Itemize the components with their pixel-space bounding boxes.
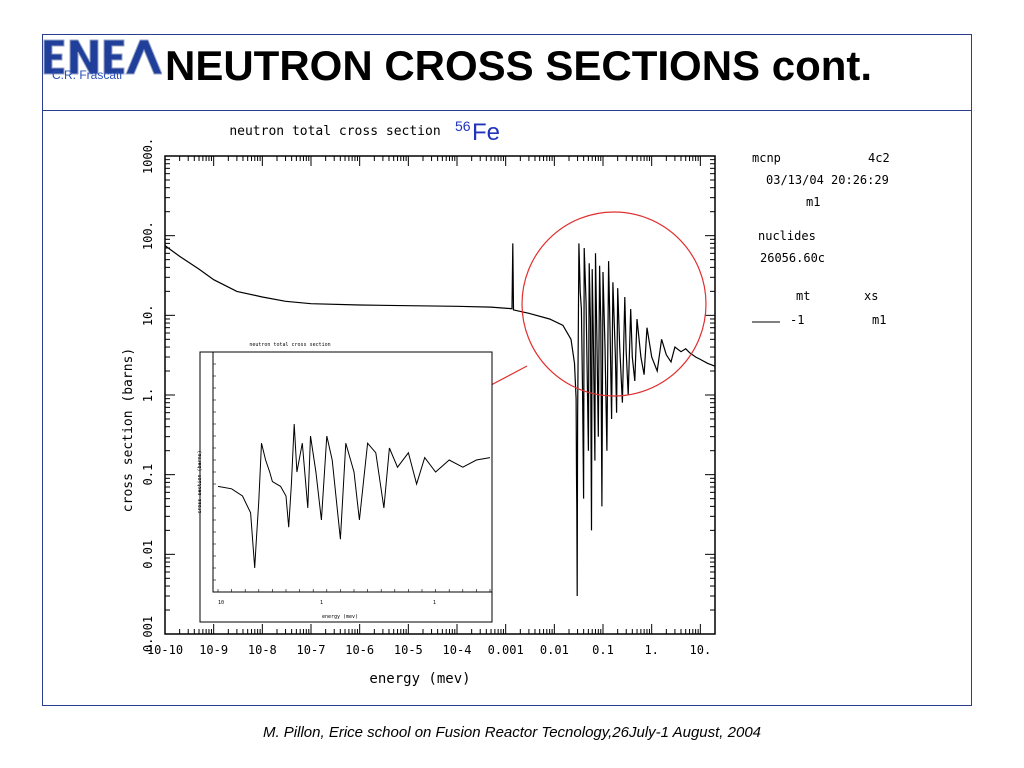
y-tick-label: 0.1	[141, 464, 155, 486]
enea-logo	[43, 39, 162, 75]
inset-tick-label-3: 1	[433, 600, 436, 606]
annotation-xs-label: xs	[864, 289, 878, 303]
annotation-code: mcnp	[752, 151, 781, 165]
footer-citation: M. Pillon, Erice school on Fusion Reacto…	[262, 724, 762, 741]
annotation-material: m1	[806, 195, 820, 209]
annotation-nuclide: 26056.60c	[760, 251, 825, 265]
y-axis-label: cross section (barns)	[121, 348, 136, 512]
y-tick-label: 0.001	[141, 616, 155, 652]
y-tick-label: 10.	[141, 304, 155, 326]
x-axis-ticks	[164, 156, 716, 634]
x-tick-label: 1.	[644, 643, 658, 657]
annotation-mt-label: mt	[796, 289, 810, 303]
inset-x-label: energy (mev)	[322, 614, 358, 620]
x-axis-label: energy (mev)	[369, 671, 470, 687]
x-tick-label: 10.	[690, 643, 712, 657]
annotation-mt-value: -1	[790, 313, 804, 327]
resonance-highlight-circle	[521, 211, 707, 397]
y-tick-label: 100.	[141, 221, 155, 250]
inset-tick-label-1: 10	[218, 600, 224, 606]
annotation-version: 4c2	[868, 151, 890, 165]
inset-series-line	[217, 423, 491, 569]
x-tick-label: 10-7	[297, 643, 326, 657]
isotope-mass: 56	[455, 118, 471, 134]
x-tick-label: 10-9	[199, 643, 228, 657]
series-line-total-xs	[164, 243, 716, 597]
logo-subtitle: C.R. Frascati	[52, 68, 123, 82]
logo-letters-icon	[43, 39, 162, 75]
x-tick-label: 0.001	[488, 643, 524, 657]
annotation-xs-value: m1	[872, 313, 886, 327]
inset-axis-ticks	[213, 351, 491, 593]
x-tick-label: 10-5	[394, 643, 423, 657]
header-divider	[42, 110, 972, 111]
annotation-nuclides-label: nuclides	[758, 229, 816, 243]
x-tick-label: 10-4	[443, 643, 472, 657]
inset-plot-background	[199, 351, 493, 623]
inset-tick-label-2: 1	[320, 600, 323, 606]
y-axis-ticks	[165, 155, 715, 635]
x-tick-label: 10-8	[248, 643, 277, 657]
x-tick-labels: 10-10 10-9 10-8 10-7 10-6 10-5 10-4 0.001 0.01 0.…	[147, 643, 711, 657]
inset-y-label: cross section (barns)	[197, 450, 203, 513]
chart-title: neutron total cross section	[229, 124, 440, 139]
inset-title: neutron total cross section	[249, 342, 330, 348]
annotation-date: 03/13/04 20:26:29	[766, 173, 889, 187]
y-tick-labels: 0.001 0.01 0.1 1. 10. 100. 1000.	[141, 138, 155, 652]
isotope-symbol: Fe	[472, 119, 500, 146]
x-tick-label: 10-6	[345, 643, 374, 657]
y-tick-label: 0.01	[141, 540, 155, 569]
slide-frame	[42, 34, 972, 706]
y-tick-label: 1.	[141, 388, 155, 402]
y-tick-label: 1000.	[141, 138, 155, 174]
x-tick-label: 0.01	[540, 643, 569, 657]
x-tick-label: 0.1	[592, 643, 614, 657]
x-tick-label: 10-10	[147, 643, 183, 657]
slide-title: NEUTRON CROSS SECTIONS cont.	[165, 42, 873, 89]
